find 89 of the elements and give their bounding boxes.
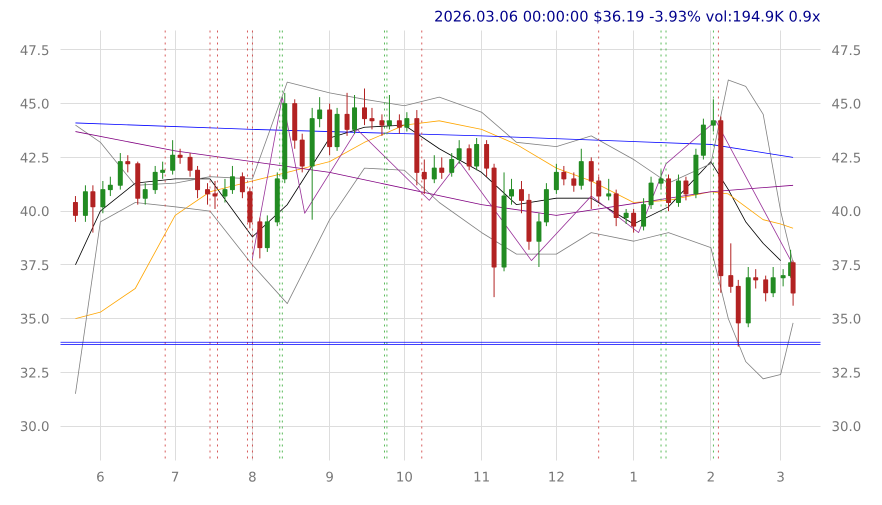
candlestick [188, 152, 193, 178]
candlestick [352, 94, 358, 134]
candlestick [344, 92, 350, 136]
x-tick-label: 7 [170, 470, 180, 486]
candlestick [683, 176, 688, 201]
candlestick [624, 208, 629, 224]
candlestick [588, 156, 594, 210]
y-tick-label: 37.5 [20, 258, 50, 274]
candlestick [474, 138, 480, 171]
candlestick [780, 268, 786, 287]
line-series [75, 131, 794, 216]
x-tick-label: 6 [96, 470, 105, 486]
line-series [75, 168, 794, 394]
y2-tick-label: 42.5 [832, 151, 862, 166]
candlestick [386, 94, 392, 130]
candlestick [240, 172, 245, 199]
candlestick [108, 176, 113, 197]
candlestick [614, 189, 619, 227]
candlestick [456, 140, 462, 164]
candlestick [396, 114, 402, 134]
candlestick [72, 196, 78, 222]
candlestick [118, 152, 123, 190]
candlestick [422, 159, 427, 194]
candlestick [142, 182, 148, 206]
candlestick [484, 140, 490, 178]
candlestick [666, 174, 671, 212]
candlestick [362, 88, 367, 126]
candlestick [578, 148, 584, 190]
candlestick [230, 165, 235, 194]
candlestick [90, 184, 96, 234]
y2-tick-label: 45.0 [832, 98, 862, 113]
candlestick [770, 266, 776, 298]
candlestick [82, 184, 88, 222]
candlestick [561, 165, 566, 186]
candlestick [571, 172, 576, 192]
candlestick [606, 178, 612, 201]
line-series [75, 122, 794, 158]
candlestick [676, 174, 681, 208]
candlestick [100, 180, 106, 214]
y-tick-label: 40.0 [20, 205, 50, 220]
candlestick [212, 180, 218, 210]
x-tick-label: 8 [248, 470, 257, 486]
candlestick [160, 161, 166, 180]
x-tick-label: 1 [629, 470, 638, 486]
candlestick [152, 165, 158, 194]
candlestick [641, 198, 646, 231]
candlestick [728, 242, 734, 294]
candlestick [518, 180, 524, 214]
y-tick-label: 35.0 [20, 312, 50, 328]
x-tick-label: 12 [548, 470, 565, 486]
candlestick [205, 182, 210, 206]
y2-tick-label: 47.5 [832, 44, 862, 59]
candlestick [753, 268, 758, 289]
candlestick [763, 275, 768, 302]
candlestick [509, 178, 514, 206]
candlestick [554, 163, 559, 194]
y2-tick-label: 30.0 [832, 420, 862, 436]
y-tick-label: 32.5 [20, 366, 50, 382]
x-tick-label: 9 [325, 470, 334, 486]
y-tick-label: 42.5 [20, 151, 50, 166]
candlestick [379, 114, 384, 136]
y2-tick-label: 35.0 [832, 312, 862, 328]
candlestick [125, 154, 130, 173]
candlestick [432, 154, 437, 184]
candlestick [658, 170, 664, 190]
candlestick [449, 152, 454, 178]
y2-tick-label: 32.5 [832, 366, 862, 382]
chart-title: 2026.03.06 00:00:00 $36.19 -3.93% vol:194.9K 0.9x [434, 8, 821, 26]
candlestick [439, 156, 444, 180]
candlestick [170, 140, 176, 176]
x-tick-label: 10 [396, 470, 413, 486]
candlestick [648, 176, 654, 210]
x-tick-label: 2 [706, 470, 716, 486]
y2-tick-label: 40.0 [832, 205, 862, 220]
y-tick-label: 45.0 [20, 98, 50, 113]
candlestick [369, 107, 374, 130]
candlestick [631, 208, 636, 234]
x-tick-label: 11 [473, 470, 490, 486]
y-tick-label: 30.0 [20, 420, 50, 436]
y2-tick-label: 37.5 [832, 258, 862, 274]
candlestick [404, 112, 410, 132]
candlestick [536, 212, 542, 268]
x-tick-label: 3 [776, 470, 785, 486]
candlestick [178, 148, 183, 164]
candlestick [195, 165, 200, 199]
candlestick [466, 144, 472, 171]
candlestick [222, 178, 228, 203]
candlestick [317, 96, 322, 128]
y-tick-label: 47.5 [20, 44, 50, 59]
